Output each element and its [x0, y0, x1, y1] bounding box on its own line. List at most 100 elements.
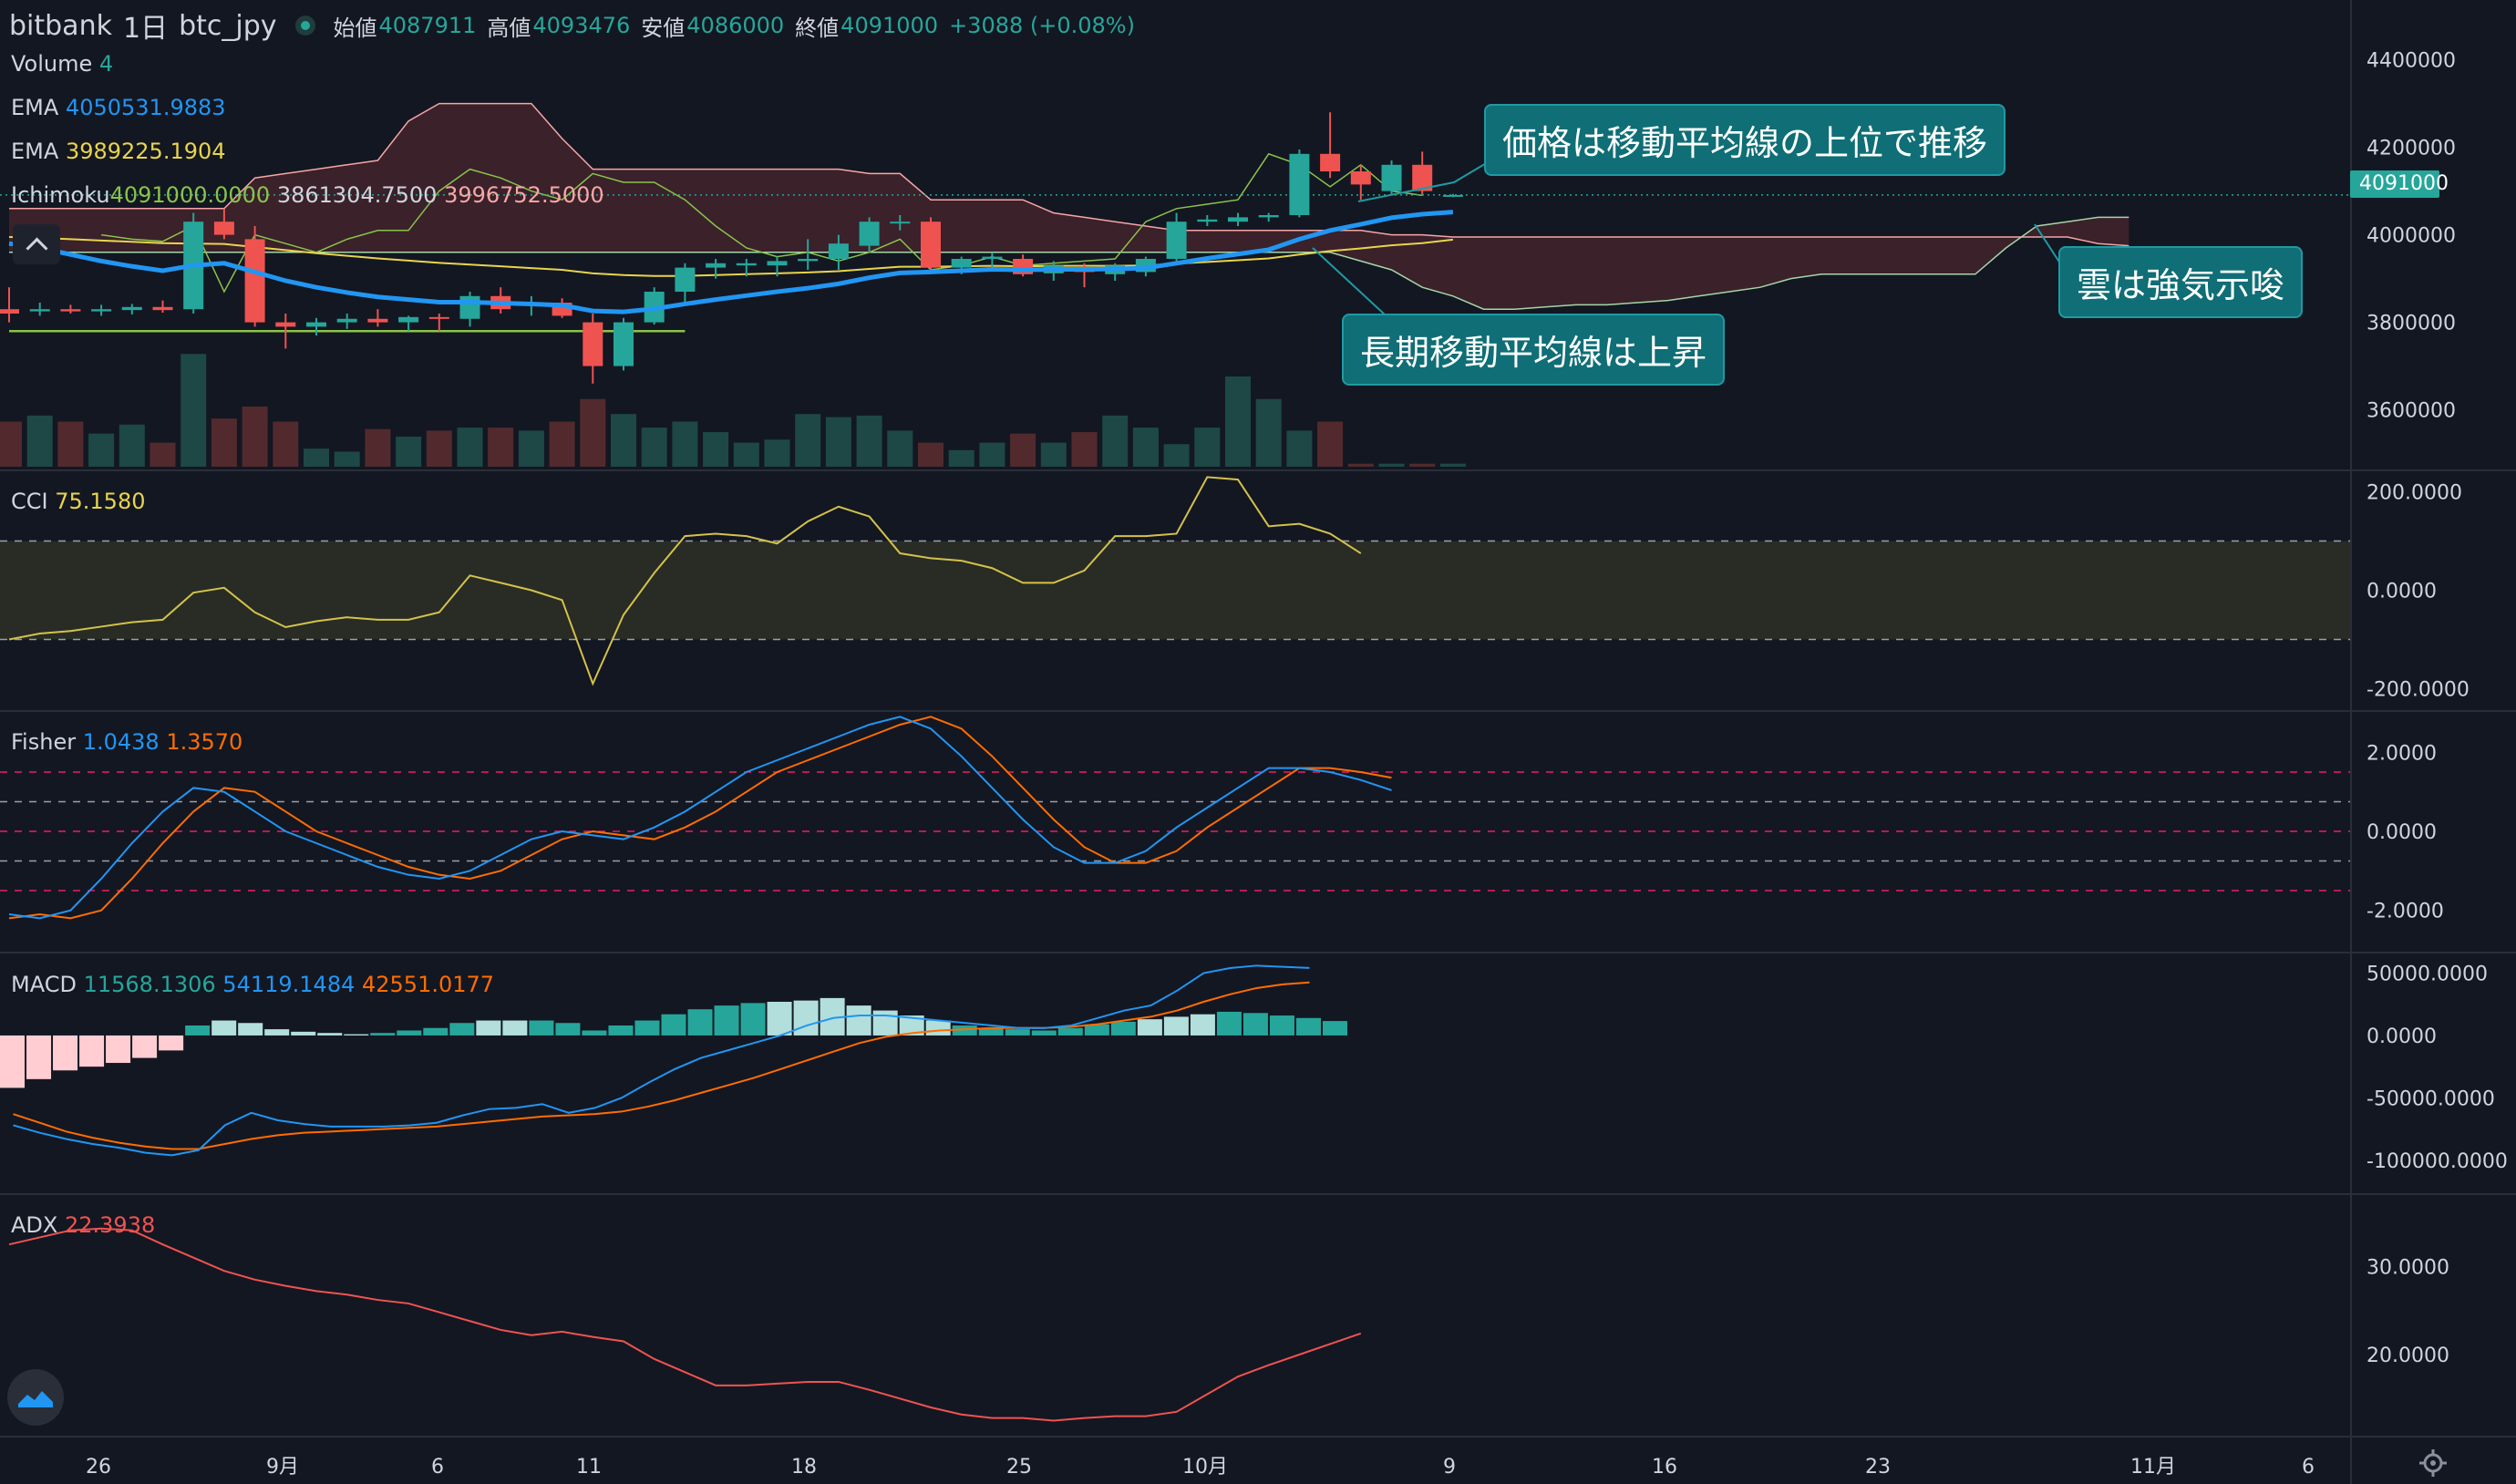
legend-ema-slow[interactable]: EMA 3989225.1904 — [11, 139, 226, 164]
candle-body — [1166, 222, 1187, 259]
volume-bar — [918, 442, 944, 467]
candle-body — [152, 306, 173, 311]
candle-body — [244, 239, 265, 323]
macd-hist-bar — [767, 1002, 792, 1036]
macd-axis-tick: 0.0000 — [2366, 1025, 2437, 1048]
ohlc-low-label: 安値 — [641, 15, 686, 41]
pane-separator-price[interactable] — [0, 469, 2516, 471]
symbol-name[interactable]: btc_jpy — [179, 9, 277, 42]
macd-hist-bar — [423, 1027, 449, 1036]
chart-settings-button[interactable] — [2416, 1446, 2450, 1480]
pane-separator-adx[interactable] — [0, 1436, 2516, 1438]
time-axis-tick: 25 — [1006, 1456, 1032, 1479]
legend-ema-slow-label: EMA — [11, 139, 59, 164]
legend-fisher[interactable]: Fisher 1.0438 1.3570 — [11, 729, 242, 755]
ohlc-open: 4087911 — [378, 13, 477, 38]
fisher-axis-tick: 2.0000 — [2366, 742, 2437, 765]
macd-hist-bar — [211, 1020, 237, 1036]
volume-bar — [1132, 428, 1159, 467]
legend-fisher-v2: 1.3570 — [166, 729, 243, 755]
macd-hist-bar — [1190, 1014, 1215, 1036]
interval[interactable]: 1日 — [122, 13, 169, 45]
candle-body — [951, 259, 972, 268]
chikou-line — [100, 152, 1423, 294]
legend-cci[interactable]: CCI 75.1580 — [11, 489, 145, 514]
macd-hist-bar — [1084, 1024, 1109, 1036]
volume-bar — [304, 448, 329, 467]
volume-bar — [672, 421, 698, 467]
time-axis-tick: 16 — [1652, 1456, 1677, 1479]
candle-body — [1197, 219, 1218, 222]
pane-separator-cci[interactable] — [0, 710, 2516, 712]
exchange-name[interactable]: bitbank — [9, 9, 112, 42]
macd-axis-tick: -100000.0000 — [2366, 1150, 2508, 1173]
macd-signal-line — [13, 981, 1310, 1150]
macd-hist-bar — [529, 1020, 554, 1036]
volume-bar — [979, 442, 1005, 467]
volume-bar — [795, 414, 821, 467]
volume-bar — [1071, 432, 1098, 467]
macd-hist-bar — [449, 1023, 475, 1036]
volume-bar — [1194, 428, 1221, 467]
candle-body — [1412, 164, 1433, 191]
volume-bar — [641, 428, 667, 467]
time-axis-tick: 23 — [1865, 1456, 1891, 1479]
fisher-line — [8, 716, 1392, 920]
candle-body — [121, 306, 142, 311]
ohlc-high: 4093476 — [532, 13, 631, 38]
ema-fast-line — [8, 210, 1454, 314]
candle-body — [29, 309, 50, 312]
cci-axis-tick: 200.0000 — [2366, 482, 2462, 505]
macd-hist-bar — [264, 1029, 290, 1036]
candle-body — [336, 318, 357, 323]
candle-body — [367, 318, 388, 323]
volume-bar — [1347, 463, 1374, 467]
volume-bar — [1040, 442, 1067, 467]
volume-bar — [1439, 463, 1466, 467]
macd-hist-bar — [159, 1035, 184, 1051]
pane-separator-macd[interactable] — [0, 1193, 2516, 1195]
macd-line — [13, 964, 1310, 1157]
candle-body — [1289, 153, 1310, 215]
macd-hist-bar — [661, 1014, 686, 1036]
price-axis-tick: 4000000 — [2366, 225, 2456, 248]
time-axis-tick: 6 — [431, 1456, 444, 1479]
adx-line — [8, 1227, 1362, 1422]
macd-hist-bar — [370, 1033, 396, 1036]
adx-axis-tick: 20.0000 — [2366, 1345, 2449, 1367]
ohlc-low: 4086000 — [686, 13, 785, 38]
cci-axis-tick: 0.0000 — [2366, 581, 2437, 603]
macd-hist-bar — [687, 1009, 713, 1036]
candle-body — [1350, 171, 1371, 185]
candle-body — [1228, 217, 1248, 222]
cloud-span-b-line — [9, 216, 2129, 310]
collapse-legend-button[interactable] — [13, 224, 60, 264]
macd-hist-bar — [1322, 1021, 1347, 1036]
callout-pointer-ma — [1312, 247, 1387, 316]
legend-volume[interactable]: Volume 4 — [11, 51, 113, 77]
legend-ema-fast-value: 4050531.9883 — [65, 95, 226, 120]
pane-separator-fisher[interactable] — [0, 952, 2516, 953]
legend-ema-fast[interactable]: EMA 4050531.9883 — [11, 95, 226, 120]
gear-icon — [2419, 1449, 2447, 1477]
macd-hist-bar — [1163, 1016, 1189, 1036]
legend-ema-fast-label: EMA — [11, 95, 59, 120]
cloud-span-a-line — [9, 102, 2129, 247]
candle-body — [828, 243, 849, 259]
callout-long-ma-rising: 長期移動平均線は上昇 — [1342, 314, 1726, 386]
volume-bar — [1225, 376, 1251, 467]
legend-ichimoku[interactable]: Ichimoku4091000.0000 3861304.7500 399675… — [11, 182, 604, 208]
time-axis-tick: 18 — [791, 1456, 817, 1479]
volume-bar — [703, 432, 729, 467]
price-scale-border — [2350, 0, 2352, 1484]
tradingview-logo[interactable] — [7, 1369, 64, 1426]
volume-bar — [1317, 421, 1344, 467]
legend-adx[interactable]: ADX 22.3938 — [11, 1212, 155, 1238]
macd-hist-bar — [608, 1025, 634, 1036]
candle-body — [60, 309, 81, 312]
legend-macd[interactable]: MACD 11568.1306 54119.1484 42551.0177 — [11, 972, 494, 997]
volume-bar — [1102, 415, 1129, 467]
volume-bar — [150, 442, 176, 467]
